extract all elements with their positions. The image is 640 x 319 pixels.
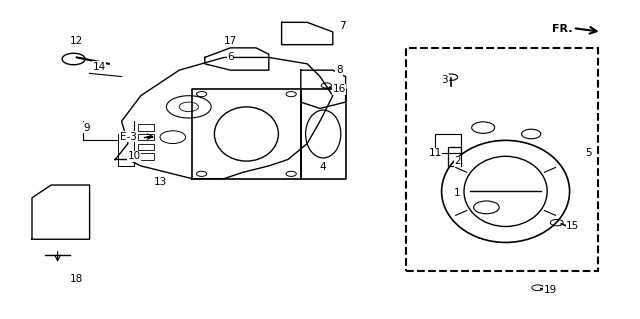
Text: 2: 2 <box>454 156 461 166</box>
Text: 1: 1 <box>454 188 461 198</box>
Text: 13: 13 <box>154 177 166 187</box>
Text: 17: 17 <box>224 36 237 47</box>
Text: 12: 12 <box>70 36 83 47</box>
Bar <box>138 134 154 140</box>
Text: 8: 8 <box>336 65 342 75</box>
Text: 5: 5 <box>586 148 592 158</box>
Text: 16: 16 <box>333 84 346 94</box>
Text: 14: 14 <box>93 62 106 72</box>
Bar <box>138 153 154 160</box>
Text: 10: 10 <box>128 151 141 161</box>
Text: 11: 11 <box>429 148 442 158</box>
Bar <box>406 48 598 271</box>
Text: 4: 4 <box>320 162 326 173</box>
Bar <box>138 144 154 150</box>
Text: 15: 15 <box>566 221 579 232</box>
Bar <box>138 124 154 131</box>
Text: 3: 3 <box>442 75 448 85</box>
Text: 9: 9 <box>83 122 90 133</box>
Text: E-3: E-3 <box>120 131 136 142</box>
Text: 6: 6 <box>227 52 234 63</box>
Text: 7: 7 <box>339 20 346 31</box>
Text: 18: 18 <box>70 274 83 284</box>
Bar <box>118 134 134 166</box>
Text: FR.: FR. <box>552 24 573 34</box>
Text: 19: 19 <box>544 285 557 295</box>
